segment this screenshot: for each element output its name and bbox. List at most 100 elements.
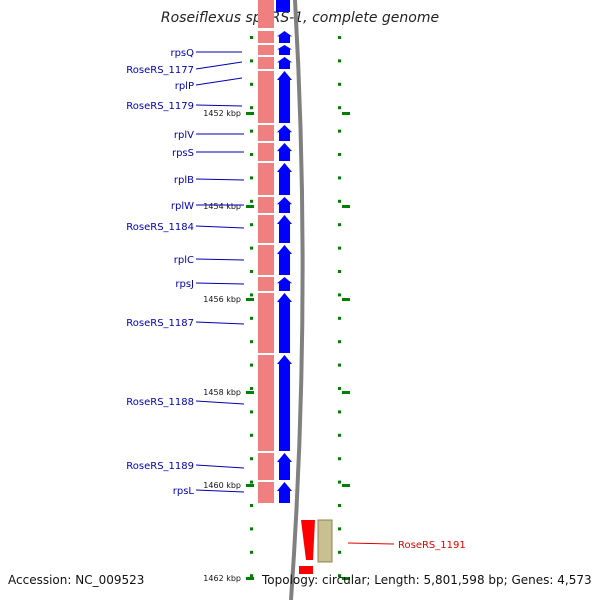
tick-mark (338, 410, 341, 414)
cds-block (258, 245, 274, 275)
scale-label: 1460 kbp (203, 481, 241, 490)
tick-mark (250, 36, 253, 39)
scale-label: 1454 kbp (203, 202, 241, 211)
cds-block (258, 45, 274, 55)
gene-label: RoseRS_1184 (126, 222, 194, 233)
tick-mark (338, 340, 341, 344)
cds-block (258, 215, 274, 243)
label-leader (195, 178, 245, 181)
scale-bar: 1452 kbp 1454 kbp 1456 kbp 1458 kbp 1460 kbp… (203, 109, 350, 583)
scale-tick (246, 298, 254, 301)
tick-mark (250, 504, 253, 507)
cds-block (258, 453, 274, 480)
cds-block (258, 277, 274, 291)
tick-mark (338, 550, 341, 554)
gene-arrow (277, 71, 292, 123)
tick-mark (250, 550, 253, 554)
cds-block (258, 31, 274, 43)
tick-mark (338, 59, 341, 63)
scale-tick (342, 484, 350, 487)
label-leader (195, 104, 243, 107)
tick-mark (250, 363, 253, 367)
gene-label: RoseRS_1189 (126, 461, 194, 472)
tick-mark (338, 433, 341, 437)
cds-block (258, 482, 274, 503)
tick-mark (250, 246, 253, 250)
cds-block (258, 71, 274, 123)
gene-arrow (277, 277, 292, 291)
tick-mark (250, 223, 253, 227)
gene-arrow (277, 163, 292, 195)
genome-title: Roseiflexus sp. RS-1, complete genome (160, 10, 440, 26)
gene-label: rplV (174, 130, 194, 141)
tick-mark (338, 457, 341, 461)
tick-mark (338, 480, 341, 484)
tick-mark (250, 106, 253, 110)
tick-mark (250, 176, 253, 180)
tick-mark (338, 153, 341, 156)
scale-tick (246, 112, 254, 115)
scale-tick (246, 484, 254, 487)
tick-mark (338, 316, 341, 320)
tick-mark (338, 363, 341, 367)
tick-mark (250, 410, 253, 414)
gene-label: rpsL (173, 486, 195, 497)
tick-mark (250, 199, 253, 203)
scale-label: 1452 kbp (203, 109, 241, 118)
tick-mark (250, 59, 253, 63)
gene-label: RoseRS_1187 (126, 318, 194, 329)
rna-gene (317, 519, 333, 563)
tick-mark (338, 293, 341, 297)
tick-mark (338, 270, 341, 273)
label-leader (195, 258, 245, 261)
tick-mark (338, 82, 341, 86)
tick-mark (338, 387, 341, 390)
gene-arrow (277, 482, 292, 503)
gene-arrows (276, 0, 333, 574)
gene-arrow (277, 215, 292, 243)
cds-track (258, 0, 274, 503)
tick-mark (338, 223, 341, 227)
gene-arrow (277, 197, 292, 213)
cds-block (258, 143, 274, 161)
cds-block (258, 57, 274, 69)
gene-arrow (277, 125, 292, 141)
cds-block (258, 293, 274, 353)
gene-arrow (277, 57, 292, 69)
gene-label: rpsS (172, 148, 194, 159)
gene-label: RoseRS_1191 (398, 540, 466, 551)
tick-mark (250, 480, 253, 484)
genome-backbone (289, 0, 305, 600)
cds-block (258, 197, 274, 213)
gene-label: rplP (175, 81, 194, 92)
cds-block (258, 163, 274, 195)
label-leader (195, 282, 245, 285)
gene-arrow (277, 355, 292, 451)
scale-tick (246, 577, 254, 580)
gene-arrow (277, 45, 292, 55)
gene-label: RoseRS_1179 (126, 101, 194, 112)
tick-mark (250, 433, 253, 437)
gene-labels: rpsQ RoseRS_1177 rplP RoseRS_1179 rplV rpsS rp… (126, 48, 465, 551)
tick-mark (338, 176, 341, 180)
scale-tick (342, 298, 350, 301)
label-leader (195, 464, 245, 469)
gene-arrow (277, 245, 292, 275)
accession-label: Accession: NC_009523 (8, 573, 145, 587)
label-leader (195, 225, 245, 229)
topology-label: Topology: circular; Length: 5,801,598 bp… (262, 573, 592, 587)
label-leader (195, 61, 243, 70)
tick-mark (338, 527, 341, 531)
label-leader (195, 400, 245, 405)
scale-tick (246, 205, 254, 208)
tick-mark (338, 129, 341, 133)
gene-arrow (299, 566, 313, 574)
tick-mark (338, 504, 341, 507)
label-leader (195, 321, 245, 325)
tick-mark (250, 574, 253, 578)
tick-mark (338, 246, 341, 250)
gene-arrow (277, 293, 292, 353)
tick-mark (250, 340, 253, 344)
gene-label: rplW (171, 201, 194, 212)
scale-label: 1456 kbp (203, 295, 241, 304)
